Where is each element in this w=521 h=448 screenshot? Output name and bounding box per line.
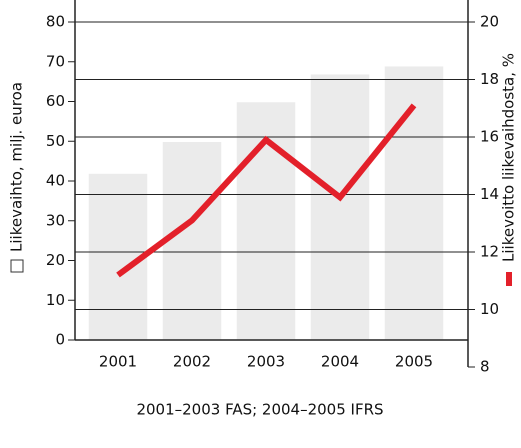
y-tick-label: 40 [46, 172, 65, 190]
bar [309, 72, 371, 341]
y2-tick-label: 18 [480, 70, 499, 88]
legend-marker [506, 272, 512, 286]
x-tick-label: 2004 [321, 353, 359, 371]
x-tick-label: 2001 [99, 353, 137, 371]
y-tick-label: 70 [46, 52, 65, 70]
y2-tick-label: 12 [480, 243, 499, 261]
y-tick-label: 20 [46, 251, 65, 269]
y2-tick-label: 20 [480, 13, 499, 31]
line [116, 103, 417, 278]
x-tick-label: 2002 [173, 353, 211, 371]
footnote: 2001–2003 FAS; 2004–2005 IFRS [136, 401, 383, 419]
y2-tick-label: 8 [480, 358, 490, 376]
y2-tick-label: 14 [480, 185, 499, 203]
x-tick-label: 2005 [395, 353, 433, 371]
y-tick-label: 60 [46, 92, 65, 110]
y-tick-label: 30 [46, 211, 65, 229]
x-tick-label: 2003 [247, 353, 285, 371]
y2-axis-title: Liikevoitto liikevaihdosta, % [500, 53, 518, 262]
y-tick-label: 80 [46, 13, 65, 31]
legend-marker [10, 259, 24, 273]
y-tick-label: 50 [46, 132, 65, 150]
y-tick-label: 10 [46, 291, 65, 309]
bar [161, 140, 223, 341]
y-tick-label: 0 [55, 331, 65, 349]
bar [383, 64, 445, 341]
y2-tick-label: 10 [480, 300, 499, 318]
y2-tick-label: 16 [480, 128, 499, 146]
y-axis-title: Liikevaihto, milj. euroa [8, 82, 26, 252]
